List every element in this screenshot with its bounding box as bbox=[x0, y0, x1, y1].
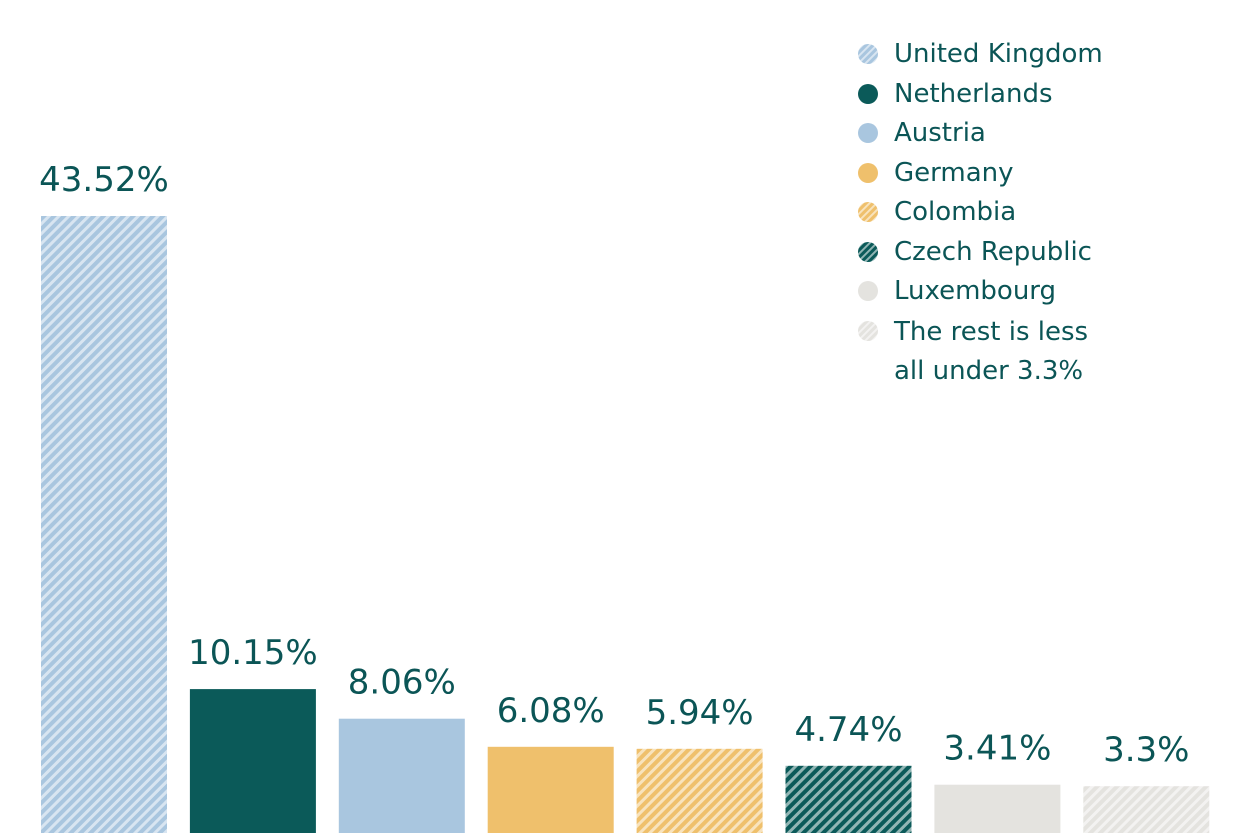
bars-group bbox=[41, 216, 1210, 833]
legend-swatch-netherlands bbox=[858, 83, 878, 104]
value-label-united-kingdom: 43.52% bbox=[39, 160, 169, 200]
legend-swatch-colombia bbox=[858, 202, 878, 222]
legend-swatch-luxembourg bbox=[858, 281, 878, 301]
legend-label: Colombia bbox=[894, 197, 1017, 227]
legend-dot-austria bbox=[858, 123, 878, 143]
value-label-netherlands: 10.15% bbox=[188, 633, 318, 673]
legend-item-czech-republic: Czech Republic bbox=[858, 234, 1103, 274]
legend-item-germany: Germany bbox=[858, 155, 1103, 195]
legend-item-netherlands: Netherlands bbox=[858, 76, 1103, 116]
bar-austria bbox=[338, 718, 465, 833]
bar-the-rest-is-less-all-under-3-3 bbox=[1083, 786, 1210, 833]
bar-netherlands bbox=[189, 689, 316, 833]
legend-item-luxembourg: Luxembourg bbox=[858, 273, 1103, 313]
legend-label-line2: all under 3.3% bbox=[894, 356, 1084, 386]
legend-dot-colombia bbox=[858, 202, 878, 222]
legend-swatch-rest bbox=[858, 320, 878, 341]
legend-item-rest: The rest is less all under 3.3% bbox=[858, 313, 1103, 392]
legend-label: Austria bbox=[894, 118, 986, 148]
legend-label: The rest is less bbox=[894, 316, 1089, 347]
value-label-czech-republic: 4.74% bbox=[794, 710, 902, 750]
legend-dot-germany bbox=[858, 162, 878, 183]
legend-item-austria: Austria bbox=[858, 115, 1103, 155]
legend-item-colombia: Colombia bbox=[858, 194, 1103, 234]
bar-colombia bbox=[636, 748, 763, 833]
legend-swatch-germany bbox=[858, 162, 878, 183]
value-labels-group: 43.52% 10.15% 8.06% 6.08% 5.94% 4.74% 3.41% 3.3… bbox=[39, 160, 1189, 770]
value-label-the-rest-is-less-all-under-3-3: 3.3% bbox=[1103, 730, 1189, 770]
legend-label: Germany bbox=[894, 157, 1014, 188]
legend-swatch-czech-republic bbox=[858, 241, 878, 262]
legend-dot-the-rest-is-less-all-under-3-3 bbox=[858, 320, 878, 341]
bar-luxembourg bbox=[934, 784, 1061, 833]
legend-dot-netherlands bbox=[858, 83, 878, 104]
legend-label: Luxembourg bbox=[894, 276, 1057, 306]
value-label-germany: 6.08% bbox=[497, 691, 605, 731]
value-label-colombia: 5.94% bbox=[646, 693, 754, 733]
legend-item-united-kingdom: United Kingdom bbox=[858, 36, 1103, 76]
legend-label: United Kingdom bbox=[894, 39, 1103, 69]
legend-dot-luxembourg bbox=[858, 281, 878, 301]
legend-swatch-united-kingdom bbox=[858, 44, 878, 64]
legend-label: Czech Republic bbox=[894, 236, 1092, 267]
legend-dot-czech-republic bbox=[858, 241, 878, 262]
bar-germany bbox=[487, 746, 614, 833]
legend: United Kingdom Netherlands Austria Germa… bbox=[858, 36, 1103, 392]
legend-label: Netherlands bbox=[894, 78, 1053, 109]
legend-swatch-austria bbox=[858, 123, 878, 143]
value-label-austria: 8.06% bbox=[348, 663, 456, 703]
bar-czech-republic bbox=[785, 765, 912, 833]
legend-dot-united-kingdom bbox=[858, 44, 878, 64]
value-label-luxembourg: 3.41% bbox=[943, 729, 1051, 769]
bar-united-kingdom bbox=[41, 216, 167, 833]
